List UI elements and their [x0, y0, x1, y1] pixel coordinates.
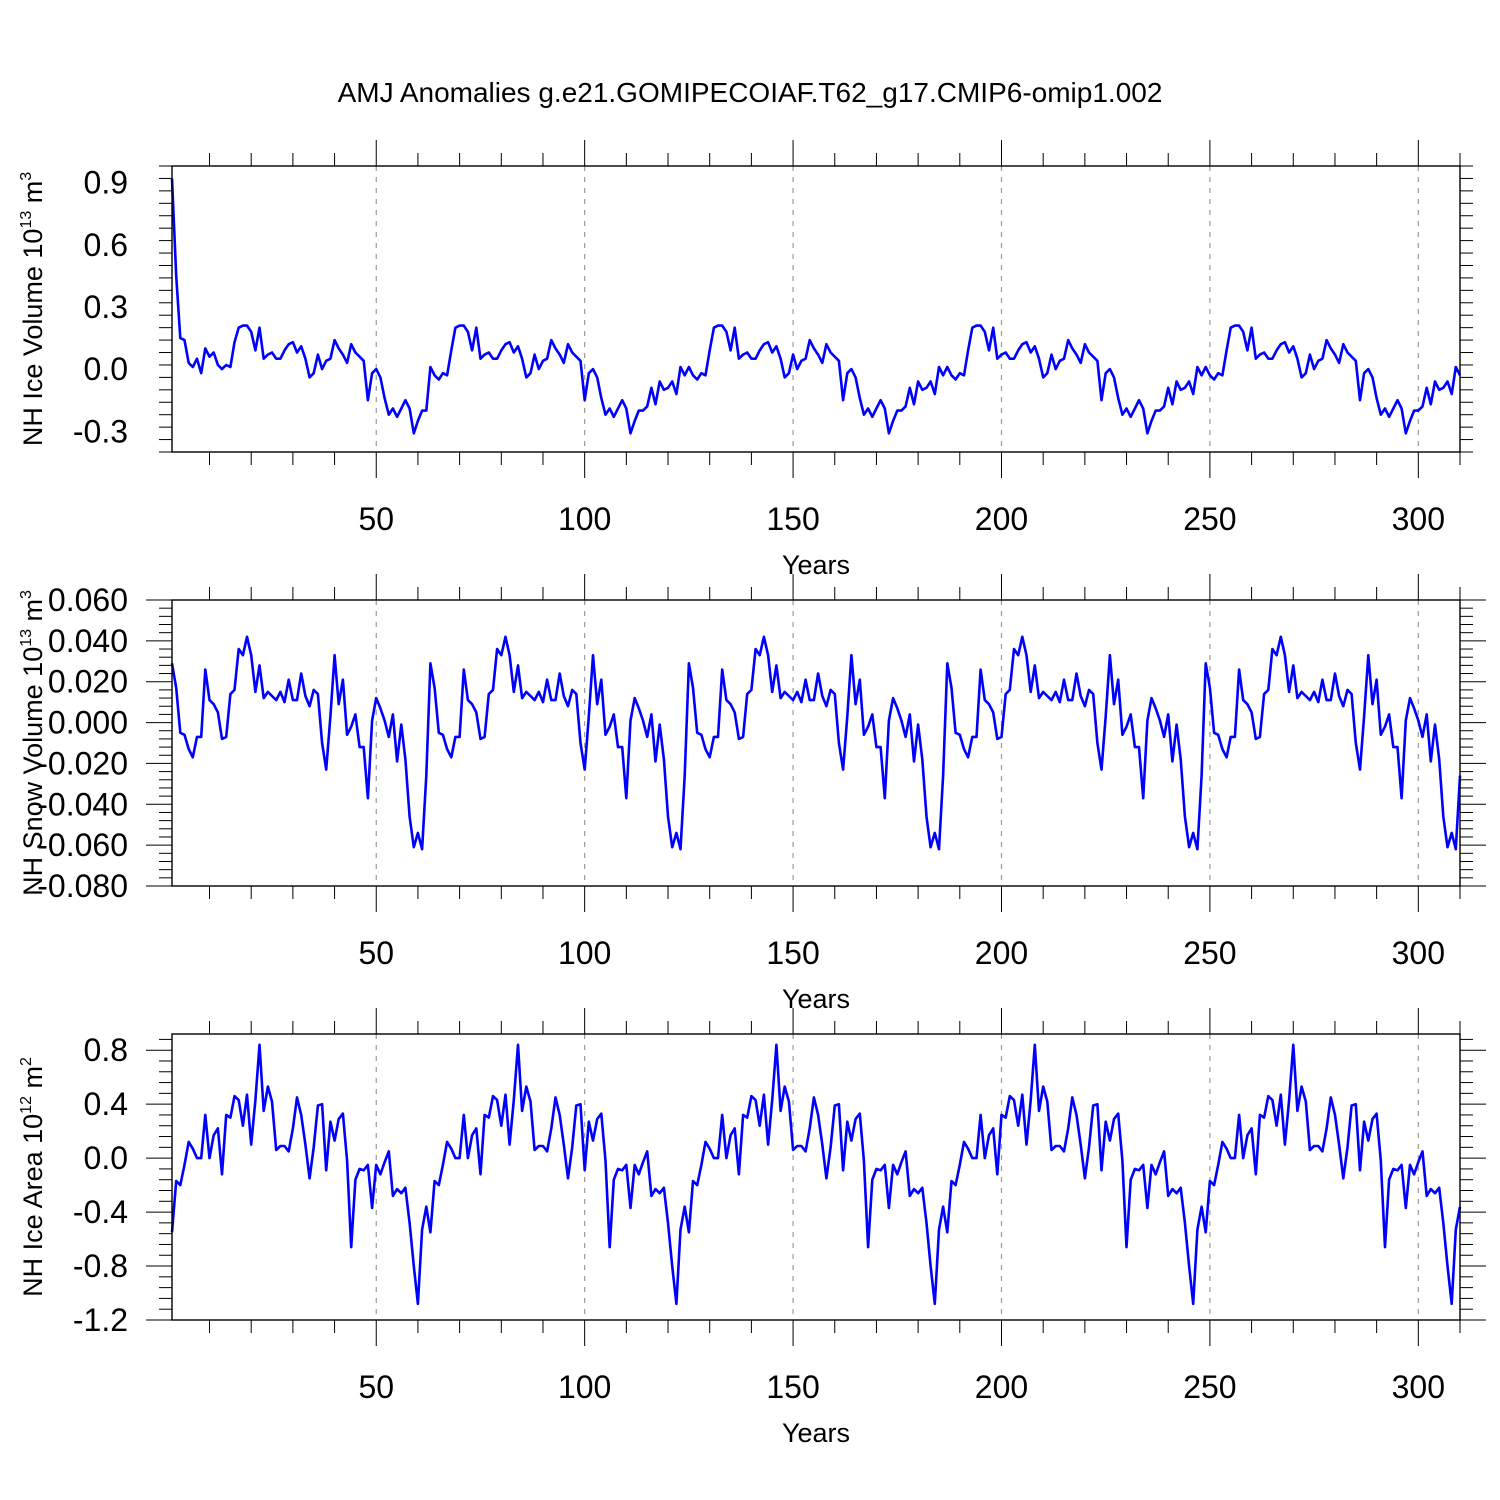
y-axis-label: NH Snow Volume 1013 m3: [18, 590, 48, 896]
x-tick-label: 150: [766, 1369, 819, 1405]
y-tick-label: -0.060: [37, 827, 128, 863]
plot-frame: [171, 1033, 1461, 1321]
y-tick-label: -0.040: [37, 786, 128, 822]
y-tick-label: 0.3: [84, 289, 128, 325]
y-tick-label: -0.8: [73, 1248, 128, 1284]
series-line: [170, 178, 1462, 435]
series-line: [170, 635, 1462, 851]
y-tick-label: 0.8: [84, 1032, 128, 1068]
x-axis-label: Years: [782, 1418, 850, 1448]
x-tick-label: 100: [558, 501, 611, 537]
x-tick-label: 300: [1392, 935, 1445, 971]
y-tick-label: 0.0: [84, 351, 128, 387]
x-tick-label: 150: [766, 501, 819, 537]
y-tick-label: 0.9: [84, 165, 128, 201]
y-tick-label: 0.6: [84, 227, 128, 263]
x-tick-label: 50: [358, 935, 394, 971]
y-tick-label: -0.020: [37, 745, 128, 781]
y-axis-label: NH Ice Volume 1013 m3: [18, 172, 48, 446]
y-tick-label: -0.3: [73, 413, 128, 449]
chart-title: AMJ Anomalies g.e21.GOMIPECOIAF.T62_g17.…: [338, 77, 1163, 108]
plot-frame: [171, 165, 1461, 453]
y-tick-label: 0.020: [48, 664, 128, 700]
x-tick-label: 200: [975, 501, 1028, 537]
x-tick-label: 50: [358, 1369, 394, 1405]
x-axis-label: Years: [782, 550, 850, 580]
y-tick-label: 0.0: [84, 1140, 128, 1176]
panel-2: -0.080 -0.060 -0.040 -0.020 0.000 0.020 0.040 0…: [18, 574, 1486, 1014]
x-axis-label: Years: [782, 984, 850, 1014]
panel-3: -1.2 -0.8 -0.4 0.0 0.4 0.8 50 100 150 200 250 300 Ye…: [18, 1008, 1486, 1448]
x-tick-label: 100: [558, 935, 611, 971]
y-axis-label: NH Ice Area 1012 m2: [18, 1057, 48, 1297]
y-tick-label: 0.4: [84, 1086, 128, 1122]
x-tick-label: 250: [1183, 501, 1236, 537]
x-tick-label: 300: [1392, 1369, 1445, 1405]
y-tick-label: 0.000: [48, 705, 128, 741]
y-tick-label: -0.4: [73, 1194, 128, 1230]
x-tick-label: 200: [975, 935, 1028, 971]
x-tick-label: 250: [1183, 935, 1236, 971]
x-tick-label: 100: [558, 1369, 611, 1405]
y-tick-label: -1.2: [73, 1302, 128, 1338]
series-line: [170, 1043, 1462, 1306]
x-tick-label: 50: [358, 501, 394, 537]
y-tick-label: -0.080: [37, 868, 128, 904]
x-tick-label: 200: [975, 1369, 1028, 1405]
y-tick-label: 0.040: [48, 623, 128, 659]
y-tick-label: 0.060: [48, 582, 128, 618]
x-tick-label: 250: [1183, 1369, 1236, 1405]
panel-1: -0.3 0.0 0.3 0.6 0.9 50 100 150 200 250 300 Years NH…: [18, 140, 1473, 580]
plot-frame: [171, 599, 1461, 887]
x-tick-label: 300: [1392, 501, 1445, 537]
x-tick-label: 150: [766, 935, 819, 971]
